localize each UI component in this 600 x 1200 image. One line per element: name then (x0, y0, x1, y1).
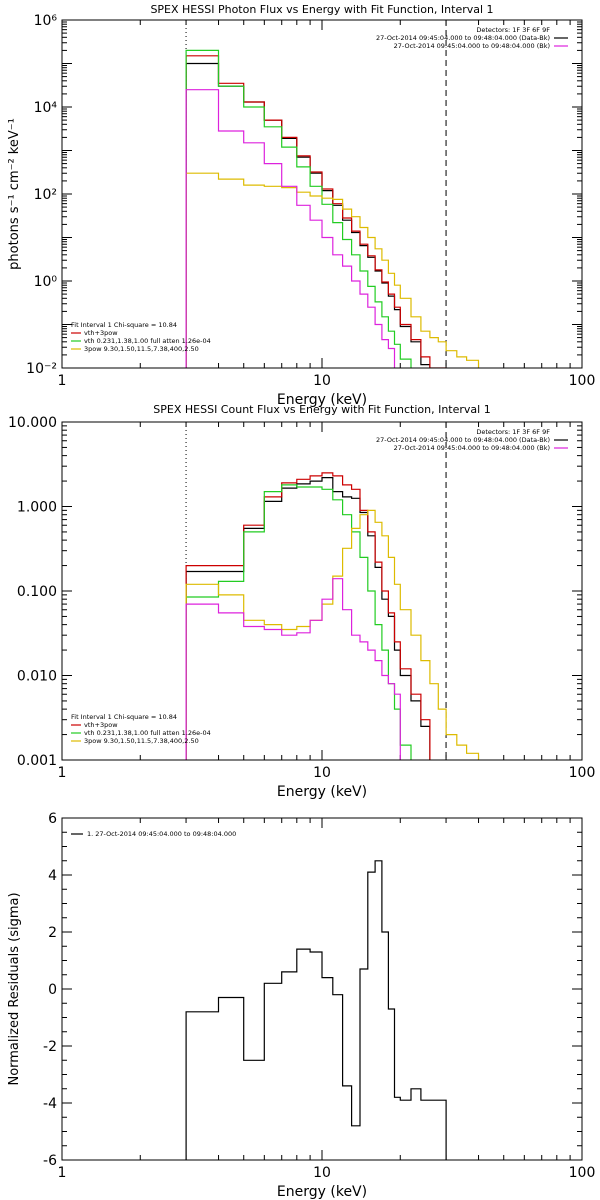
y-axis-label: Normalized Residuals (sigma) (7, 892, 22, 1085)
y-tick-label: 10² (34, 187, 57, 203)
header-line-2: 27-Oct-2014 09:45:04.000 to 09:48:04.000… (376, 34, 550, 42)
x-axis-label: Energy (keV) (277, 1184, 367, 1200)
series-line-yellow (185, 509, 480, 760)
y-tick-label: 0.010 (17, 669, 57, 685)
y-tick-label: 10⁰ (34, 274, 58, 290)
chart-panel-1: SPEX HESSI Photon Flux vs Energy with Fi… (7, 3, 595, 408)
header-line-3: 27-Oct-2014 09:45:04.000 to 09:48:04.000… (394, 42, 550, 50)
y-tick-label: 2 (48, 925, 57, 941)
x-tick-label: 10 (313, 765, 331, 781)
x-tick-label: 10 (313, 373, 331, 389)
header-line-2: 27-Oct-2014 09:45:04.000 to 09:48:04.000… (376, 436, 550, 444)
y-tick-label: 4 (48, 868, 57, 884)
fit-legend-entry: vth+3pow (84, 329, 118, 337)
series-line-yellow (185, 172, 480, 368)
series-line-red (185, 472, 431, 760)
x-tick-label: 1 (58, 373, 67, 389)
x-tick-label: 100 (569, 1165, 596, 1181)
y-tick-label: 0.100 (17, 584, 57, 600)
y-tick-label: -6 (43, 1153, 57, 1169)
chart-title: SPEX HESSI Photon Flux vs Energy with Fi… (150, 3, 493, 16)
y-tick-label: 10⁴ (34, 100, 58, 116)
x-tick-label: 1 (58, 765, 67, 781)
series-line-green (185, 49, 412, 368)
y-tick-label: 0.001 (17, 753, 57, 769)
chart-panel-2: SPEX HESSI Count Flux vs Energy with Fit… (8, 403, 595, 800)
header-line-1: Detectors: 1F 3F 6F 9F (476, 428, 550, 436)
y-tick-label: 10⁶ (34, 13, 58, 29)
series-group (185, 49, 480, 368)
chart-panel-3: 1 10 100 -6 -4 -2 0 2 4 6 Energy (keV) Normalized R… (7, 811, 595, 1200)
series-group (185, 472, 480, 760)
fit-legend-entry: 3pow 9.30,1.50,11.5,7.38,400,2.50 (84, 737, 199, 745)
fit-legend-entry: 3pow 9.30,1.50,11.5,7.38,400,2.50 (84, 345, 199, 353)
fit-legend-entry: vth+3pow (84, 721, 118, 729)
y-tick-label: -2 (43, 1039, 57, 1055)
fit-legend-title: Fit Interval 1 Chi-square = 10.84 (71, 321, 177, 329)
x-tick-label: 1 (58, 1165, 67, 1181)
series-line-black (185, 62, 431, 368)
plot-frame (61, 421, 583, 761)
x-tick-label: 100 (569, 765, 596, 781)
y-tick-label: 1.000 (17, 500, 57, 516)
x-axis-label: Energy (keV) (277, 392, 367, 408)
fit-legend-title: Fit Interval 1 Chi-square = 10.84 (71, 713, 177, 721)
y-tick-label: -4 (43, 1096, 57, 1112)
series-line-black (185, 477, 431, 760)
y-tick-label: 10.000 (8, 415, 57, 431)
header-line-3: 27-Oct-2014 09:45:04.000 to 09:48:04.000… (394, 444, 550, 452)
legend-entry: 1. 27-Oct-2014 09:45:04.000 to 09:48:04.… (87, 830, 236, 838)
plot-frame (61, 19, 583, 369)
fit-legend-entry: vth 0.231,1.38,1.00 full atten 1.26e-04 (84, 337, 211, 345)
plot-frame (61, 817, 583, 1161)
y-tick-label: 0 (48, 982, 57, 998)
series-line-magenta (185, 578, 401, 760)
x-tick-label: 10 (313, 1165, 331, 1181)
series-group (185, 860, 447, 1160)
y-axis-label: photons s⁻¹ cm⁻² keV⁻¹ (7, 118, 22, 270)
chart-title: SPEX HESSI Count Flux vs Energy with Fit… (153, 403, 490, 416)
series-line-green (185, 484, 412, 760)
x-tick-label: 100 (569, 373, 596, 389)
fit-legend-entry: vth 0.231,1.38,1.00 full atten 1.26e-04 (84, 729, 211, 737)
series-line-black (185, 860, 447, 1160)
x-axis-label: Energy (keV) (277, 784, 367, 800)
header-line-1: Detectors: 1F 3F 6F 9F (476, 26, 550, 34)
y-tick-label: 10⁻² (26, 361, 57, 377)
y-tick-label: 6 (48, 811, 57, 827)
series-line-magenta (185, 89, 396, 368)
series-line-red (185, 55, 447, 368)
